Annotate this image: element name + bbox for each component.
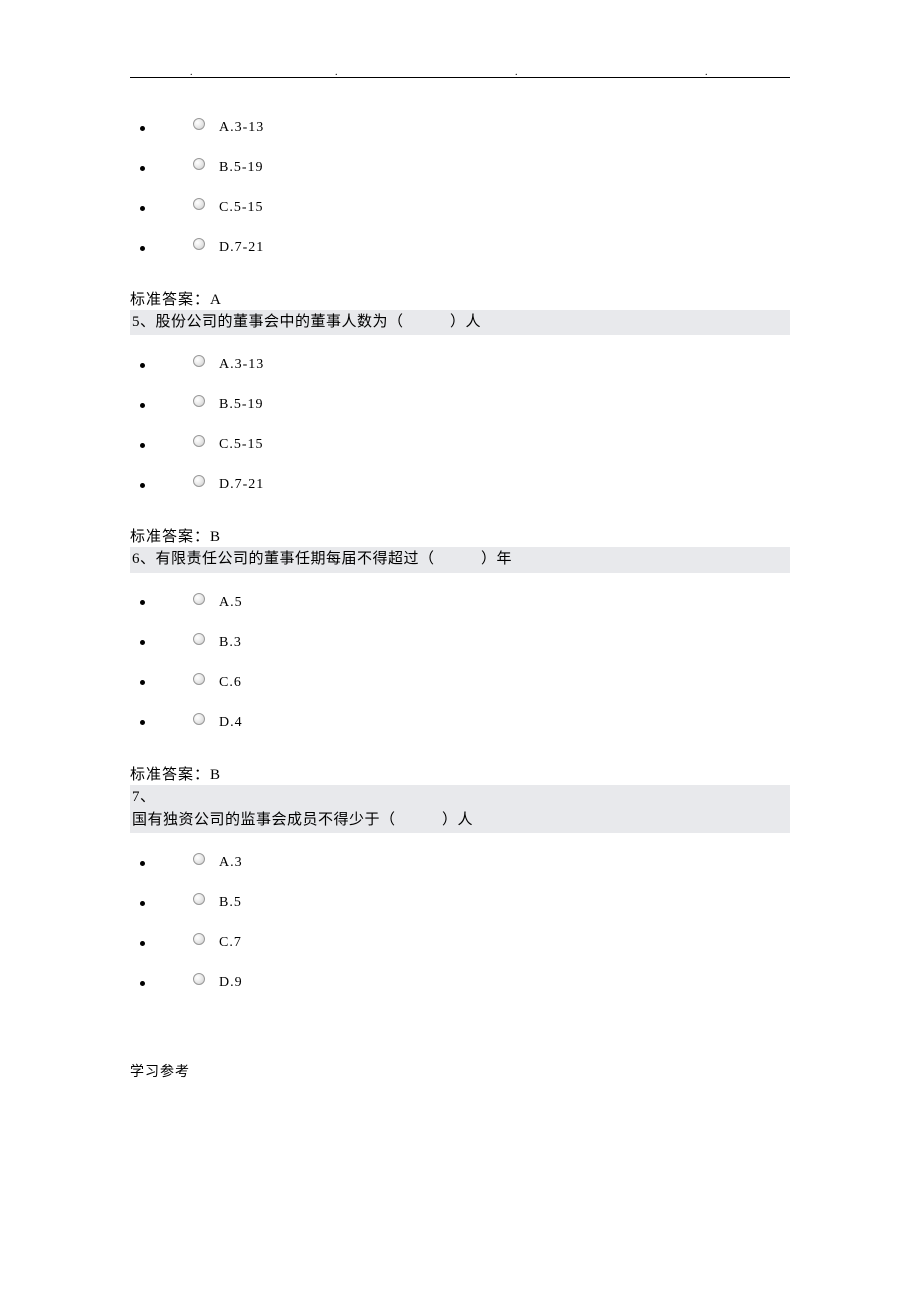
bullet-icon (140, 126, 145, 131)
standard-answer: 标准答案：B (130, 763, 790, 784)
bullet-icon (140, 640, 145, 645)
option-label: C.5-15 (219, 437, 264, 453)
option-item: B.5 (140, 895, 790, 911)
option-label: A.3-13 (219, 120, 264, 136)
bullet-icon (140, 861, 145, 866)
bullet-icon (140, 363, 145, 368)
option-item: C.6 (140, 675, 790, 691)
question-group: A.3-13 B.5-19 C.5-15 D.7-21 标准答案：A 5、股份公… (130, 108, 790, 335)
bullet-icon (140, 981, 145, 986)
page-footer: 学习参考 (130, 1061, 790, 1081)
option-label: C.7 (219, 935, 242, 951)
option-label: C.6 (219, 675, 242, 691)
option-item: A.3 (140, 855, 790, 871)
radio-icon[interactable] (193, 633, 205, 645)
radio-icon[interactable] (193, 713, 205, 725)
option-label: C.5-15 (219, 200, 264, 216)
option-label: B.5 (219, 895, 242, 911)
bullet-icon (140, 246, 145, 251)
radio-icon[interactable] (193, 435, 205, 447)
radio-icon[interactable] (193, 395, 205, 407)
option-label: B.5-19 (219, 397, 264, 413)
question-text: 7、 国有独资公司的监事会成员不得少于（ ）人 (130, 785, 790, 834)
question-group: A.5 B.3 C.6 D.4 标准答案：B 7、 国有独资公司的监事会成员不得… (130, 583, 790, 834)
option-label: D.7-21 (219, 240, 264, 256)
options-list: A.5 B.3 C.6 D.4 (130, 583, 790, 761)
bullet-icon (140, 680, 145, 685)
options-list: A.3 B.5 C.7 D.9 (130, 843, 790, 1021)
page-header-rule: . . . . (130, 70, 790, 78)
radio-icon[interactable] (193, 973, 205, 985)
radio-icon[interactable] (193, 118, 205, 130)
option-item: D.9 (140, 975, 790, 991)
option-item: C.7 (140, 935, 790, 951)
option-label: D.7-21 (219, 477, 264, 493)
option-label: D.4 (219, 715, 243, 731)
options-list: A.3-13 B.5-19 C.5-15 D.7-21 (130, 108, 790, 286)
question-text: 5、股份公司的董事会中的董事人数为（ ）人 (130, 310, 790, 335)
option-item: B.3 (140, 635, 790, 651)
header-dot: . (190, 67, 193, 78)
radio-icon[interactable] (193, 475, 205, 487)
option-item: A.3-13 (140, 357, 790, 373)
option-item: A.3-13 (140, 120, 790, 136)
question-group: A.3-13 B.5-19 C.5-15 D.7-21 标准答案：B 6、有限责… (130, 345, 790, 572)
standard-answer: 标准答案：A (130, 288, 790, 309)
option-item: D.7-21 (140, 240, 790, 256)
option-item: C.5-15 (140, 200, 790, 216)
question-line: 国有独资公司的监事会成员不得少于（ ）人 (132, 812, 473, 828)
bullet-icon (140, 901, 145, 906)
radio-icon[interactable] (193, 853, 205, 865)
option-label: B.5-19 (219, 160, 264, 176)
radio-icon[interactable] (193, 893, 205, 905)
radio-icon[interactable] (193, 933, 205, 945)
options-list: A.3-13 B.5-19 C.5-15 D.7-21 (130, 345, 790, 523)
radio-icon[interactable] (193, 238, 205, 250)
radio-icon[interactable] (193, 355, 205, 367)
question-line: 5、股份公司的董事会中的董事人数为（ ）人 (132, 314, 481, 330)
bullet-icon (140, 600, 145, 605)
header-dot: . (335, 67, 338, 78)
option-label: A.3 (219, 855, 243, 871)
question-text: 6、有限责任公司的董事任期每届不得超过（ ）年 (130, 547, 790, 572)
radio-icon[interactable] (193, 593, 205, 605)
option-label: D.9 (219, 975, 243, 991)
radio-icon[interactable] (193, 198, 205, 210)
bullet-icon (140, 941, 145, 946)
question-group: A.3 B.5 C.7 D.9 (130, 843, 790, 1021)
option-item: D.4 (140, 715, 790, 731)
option-item: D.7-21 (140, 477, 790, 493)
option-item: B.5-19 (140, 397, 790, 413)
option-label: B.3 (219, 635, 242, 651)
radio-icon[interactable] (193, 158, 205, 170)
bullet-icon (140, 483, 145, 488)
option-item: B.5-19 (140, 160, 790, 176)
header-dot: . (515, 67, 518, 78)
question-line: 6、有限责任公司的董事任期每届不得超过（ ）年 (132, 551, 512, 567)
option-item: C.5-15 (140, 437, 790, 453)
bullet-icon (140, 206, 145, 211)
option-item: A.5 (140, 595, 790, 611)
bullet-icon (140, 720, 145, 725)
radio-icon[interactable] (193, 673, 205, 685)
standard-answer: 标准答案：B (130, 525, 790, 546)
bullet-icon (140, 443, 145, 448)
header-dot: . (705, 67, 708, 78)
bullet-icon (140, 403, 145, 408)
option-label: A.3-13 (219, 357, 264, 373)
bullet-icon (140, 166, 145, 171)
question-line: 7、 (132, 789, 156, 805)
option-label: A.5 (219, 595, 243, 611)
